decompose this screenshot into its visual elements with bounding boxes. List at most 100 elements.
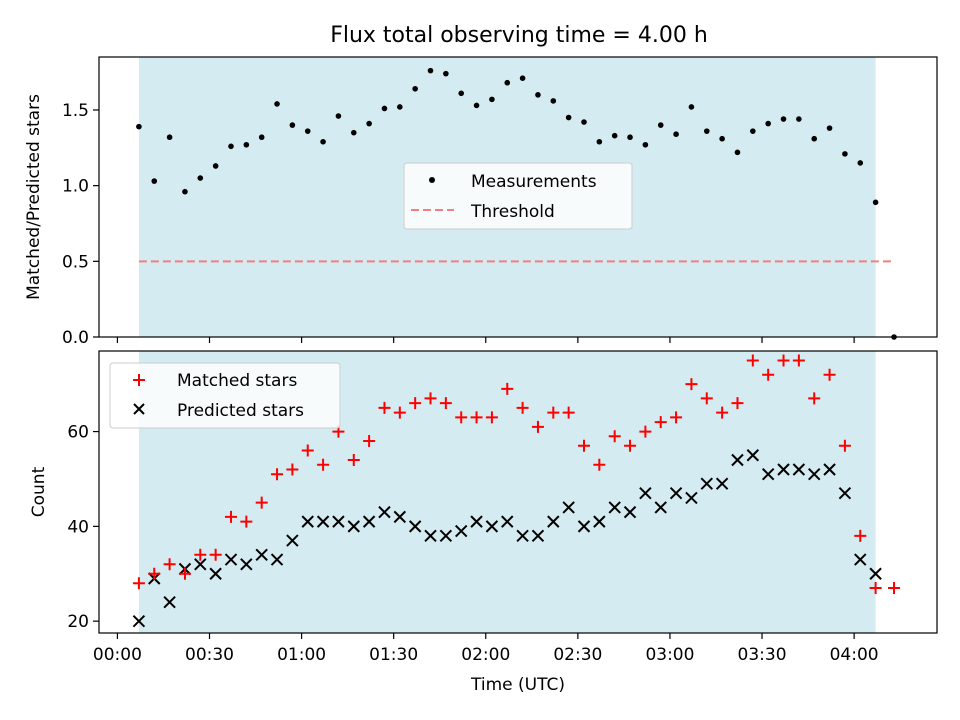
predicted-point	[654, 501, 667, 514]
measurement-point	[228, 143, 234, 150]
x-axis-label: Time (UTC)	[470, 675, 565, 695]
matched-point	[439, 397, 452, 410]
measurement-point	[826, 125, 833, 131]
matched-point	[455, 411, 468, 424]
top-legend-box	[403, 162, 633, 230]
predicted-point	[823, 463, 836, 476]
predicted-point	[270, 553, 284, 566]
matched-point	[178, 567, 191, 580]
predicted-point	[501, 515, 514, 528]
matched-point	[854, 529, 867, 542]
matched-point	[286, 463, 299, 476]
predicted-point	[424, 529, 437, 543]
matched-point	[240, 515, 253, 528]
legend-matched-marker	[133, 374, 145, 386]
predicted-point	[194, 558, 207, 571]
matched-point	[516, 401, 529, 414]
x-tick-label: 01:30	[369, 645, 418, 665]
measurement-point	[857, 160, 864, 166]
measurement-point	[642, 141, 649, 148]
predicted-point	[792, 463, 806, 476]
x-tick-label: 01:00	[277, 645, 326, 665]
predicted-point	[455, 524, 468, 538]
measurement-point	[166, 134, 173, 141]
measurement-point	[688, 104, 695, 110]
bottom-legend: Matched stars Predicted stars	[109, 362, 341, 429]
x-tick-label: 00:30	[185, 645, 234, 665]
matched-point	[301, 444, 314, 457]
measurement-point	[765, 120, 771, 127]
predicted-point	[240, 558, 253, 571]
bottom-panel: 20 40 60 00:00 00:30 01:00 01:30 02:00 02:30 03:…	[29, 350, 938, 695]
matched-point	[762, 368, 775, 381]
predicted-point	[316, 515, 330, 528]
measurement-point	[151, 178, 158, 184]
matched-point	[393, 406, 406, 419]
matched-point	[531, 420, 544, 433]
bottom-legend-box	[109, 362, 341, 429]
matched-point	[194, 548, 207, 561]
predicted-point	[777, 463, 790, 476]
y-tick-label: 0.5	[62, 252, 89, 272]
predicted-point	[332, 515, 345, 528]
measurement-point	[796, 116, 802, 122]
matched-point	[670, 411, 683, 424]
matched-point	[888, 581, 901, 594]
matched-point	[163, 558, 176, 571]
measurement-point	[565, 114, 572, 121]
y-tick-label: 20	[67, 612, 89, 632]
matched-point	[624, 439, 637, 452]
matched-point	[148, 567, 161, 580]
measurement-point	[627, 134, 633, 141]
measurement-point	[780, 116, 787, 122]
predicted-point	[470, 515, 483, 528]
y-tick-label: 0.0	[62, 328, 89, 348]
measurement-point	[550, 98, 557, 104]
matched-point	[255, 496, 268, 509]
predicted-point	[869, 567, 882, 580]
measurement-point	[719, 135, 725, 142]
predicted-point	[639, 486, 652, 500]
predicted-point	[715, 477, 729, 490]
measurement-point	[657, 122, 664, 128]
measurement-point	[734, 149, 741, 156]
legend-matched-label: Matched stars	[177, 371, 297, 391]
measurement-point	[872, 199, 879, 206]
top-y-axis-label: Matched/Predicted stars	[24, 94, 44, 300]
legend-measurements-marker	[429, 177, 435, 183]
x-tick-label: 04:00	[830, 645, 879, 665]
predicted-point	[255, 548, 268, 562]
matched-point	[562, 406, 575, 419]
legend-threshold-label: Threshold	[470, 202, 555, 222]
predicted-point	[808, 468, 821, 481]
x-tick-label: 03:00	[645, 645, 694, 665]
matched-point	[700, 392, 713, 405]
predicted-point	[685, 491, 698, 505]
measurement-point	[412, 85, 418, 92]
predicted-point	[731, 453, 744, 467]
measurement-point	[750, 128, 756, 134]
chart-title: Flux total observing time = 4.00 h	[330, 23, 708, 48]
measurement-point	[842, 151, 848, 157]
matched-point	[317, 458, 330, 471]
matched-point	[593, 458, 606, 471]
measurement-point	[581, 119, 587, 125]
measurement-point	[182, 188, 188, 195]
matched-point	[823, 368, 836, 381]
predicted-point	[393, 510, 407, 524]
matched-point	[654, 416, 667, 429]
measurement-point	[136, 123, 142, 130]
measurement-point	[427, 67, 434, 74]
x-tick-label: 02:00	[461, 645, 510, 665]
predicted-point	[408, 520, 422, 533]
matched-point	[608, 430, 621, 443]
measurement-point	[811, 135, 818, 142]
predicted-point	[746, 449, 760, 462]
measurement-point	[304, 128, 311, 134]
measurement-point	[535, 92, 541, 98]
predicted-point	[700, 477, 713, 490]
measurement-point	[243, 141, 250, 148]
matched-point	[424, 392, 437, 405]
measurement-point	[596, 138, 603, 145]
